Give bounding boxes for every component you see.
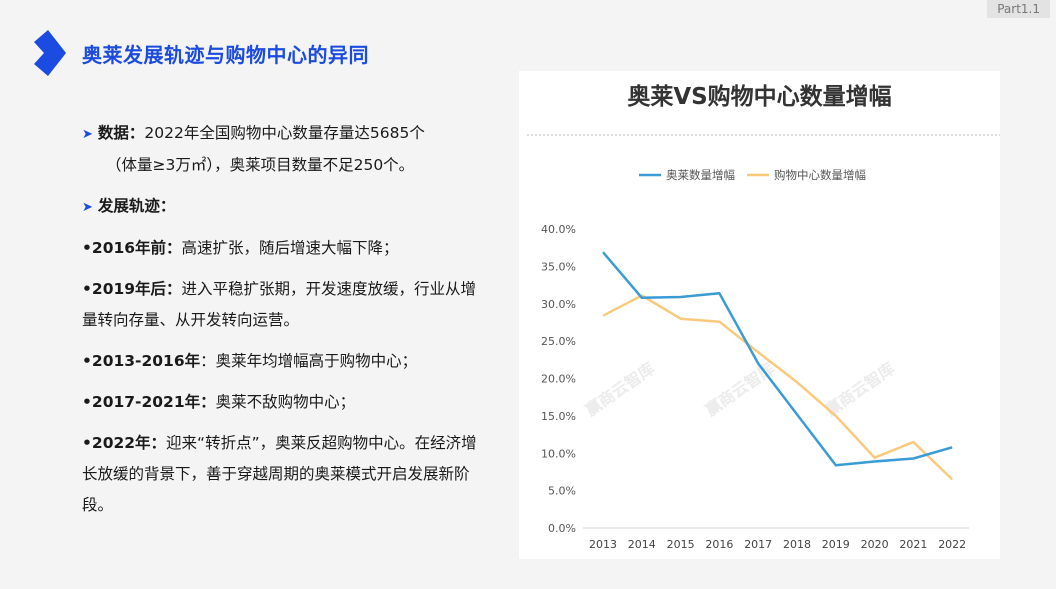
data-text-1: 2022年全国购物中心数量存量达5685个 (144, 124, 425, 142)
item-text: 奥莱不敌购物中心； (215, 393, 356, 411)
data-bullet: ➤ 数据：2022年全国购物中心数量存量达5685个 （体量≥3万㎡），奥莱项目数… (82, 118, 482, 181)
series-line (602, 294, 954, 481)
item-label: •2013-2016年 (82, 352, 201, 370)
y-tick-label: 5.0% (548, 485, 576, 498)
series-line (602, 251, 953, 467)
x-tick-label: 2019 (822, 538, 850, 551)
item-label: •2019年后： (82, 280, 182, 298)
list-item: •2016年前：高速扩张，随后增速大幅下降； (82, 233, 482, 264)
x-tick-label: 2016 (705, 538, 733, 551)
y-tick-label: 35.0% (541, 260, 576, 273)
x-tick-label: 2015 (667, 538, 695, 551)
legend-label: 奥莱数量增幅 (666, 168, 735, 182)
y-tick-label: 25.0% (541, 335, 576, 348)
y-tick-label: 15.0% (541, 410, 576, 423)
track-bullet: ➤ 发展轨迹： (82, 191, 482, 223)
chart-title: 奥莱VS购物中心数量增幅 (627, 84, 892, 110)
page-title: 奥莱发展轨迹与购物中心的异同 (82, 43, 369, 67)
x-tick-label: 2014 (628, 538, 656, 551)
y-tick-label: 0.0% (548, 522, 576, 535)
bullet-list: ➤ 数据：2022年全国购物中心数量存量达5685个 （体量≥3万㎡），奥莱项目数… (82, 118, 482, 521)
x-tick-label: 2017 (744, 538, 772, 551)
list-item: •2017-2021年：奥莱不敌购物中心； (82, 387, 482, 418)
chart-card: 赢商云智库 赢商云智库 赢商云智库 奥莱数量增幅 购物中心数量增幅 0.0% 5.0%… (519, 71, 1000, 559)
item-label: •2022年： (82, 434, 167, 452)
item-text: ：奥莱年均增幅高于购物中心； (200, 352, 418, 370)
item-text: 迎来“转折点”，奥莱反超购物中心。在经济增长放缓的背景下，善于穿越周期的奥莱模式… (82, 434, 477, 514)
y-tick-label: 30.0% (541, 298, 576, 311)
x-tick-label: 2022 (938, 538, 966, 551)
data-text-2: （体量≥3万㎡），奥莱项目数量不足250个。 (106, 156, 415, 174)
part-tag: Part1.1 (987, 0, 1050, 18)
x-tick-label: 2021 (899, 538, 927, 551)
item-label: •2016年前： (82, 239, 182, 257)
item-label: •2017-2021年： (82, 393, 216, 411)
arrow-icon: ➤ (82, 200, 93, 215)
y-tick-label: 40.0% (541, 223, 576, 236)
data-label: 数据： (97, 124, 145, 142)
line-chart: 奥莱数量增幅 购物中心数量增幅 0.0% 5.0% 10.0% 15.0% 20.0% 25.… (527, 134, 1000, 551)
legend-label: 购物中心数量增幅 (774, 168, 866, 182)
track-label: 发展轨迹： (97, 197, 176, 215)
x-tick-label: 2013 (589, 538, 617, 551)
y-tick-label: 20.0% (541, 373, 576, 386)
x-tick-label: 2020 (861, 538, 889, 551)
list-item: •2019年后：进入平稳扩张期，开发速度放缓，行业从增量转向存量、从开发转向运营… (82, 274, 482, 336)
arrow-icon: ➤ (82, 127, 93, 142)
item-text: 高速扩张，随后增速大幅下降； (181, 239, 399, 257)
list-item: •2013-2016年：奥莱年均增幅高于购物中心； (82, 346, 482, 377)
x-tick-label: 2018 (783, 538, 811, 551)
title-chevron-icon (34, 30, 66, 76)
y-tick-label: 10.0% (541, 447, 576, 460)
item-text: 进入平稳扩张期，开发速度放缓，行业从增量转向存量、从开发转向运营。 (82, 280, 477, 329)
list-item: •2022年：迎来“转折点”，奥莱反超购物中心。在经济增长放缓的背景下，善于穿越… (82, 428, 482, 521)
